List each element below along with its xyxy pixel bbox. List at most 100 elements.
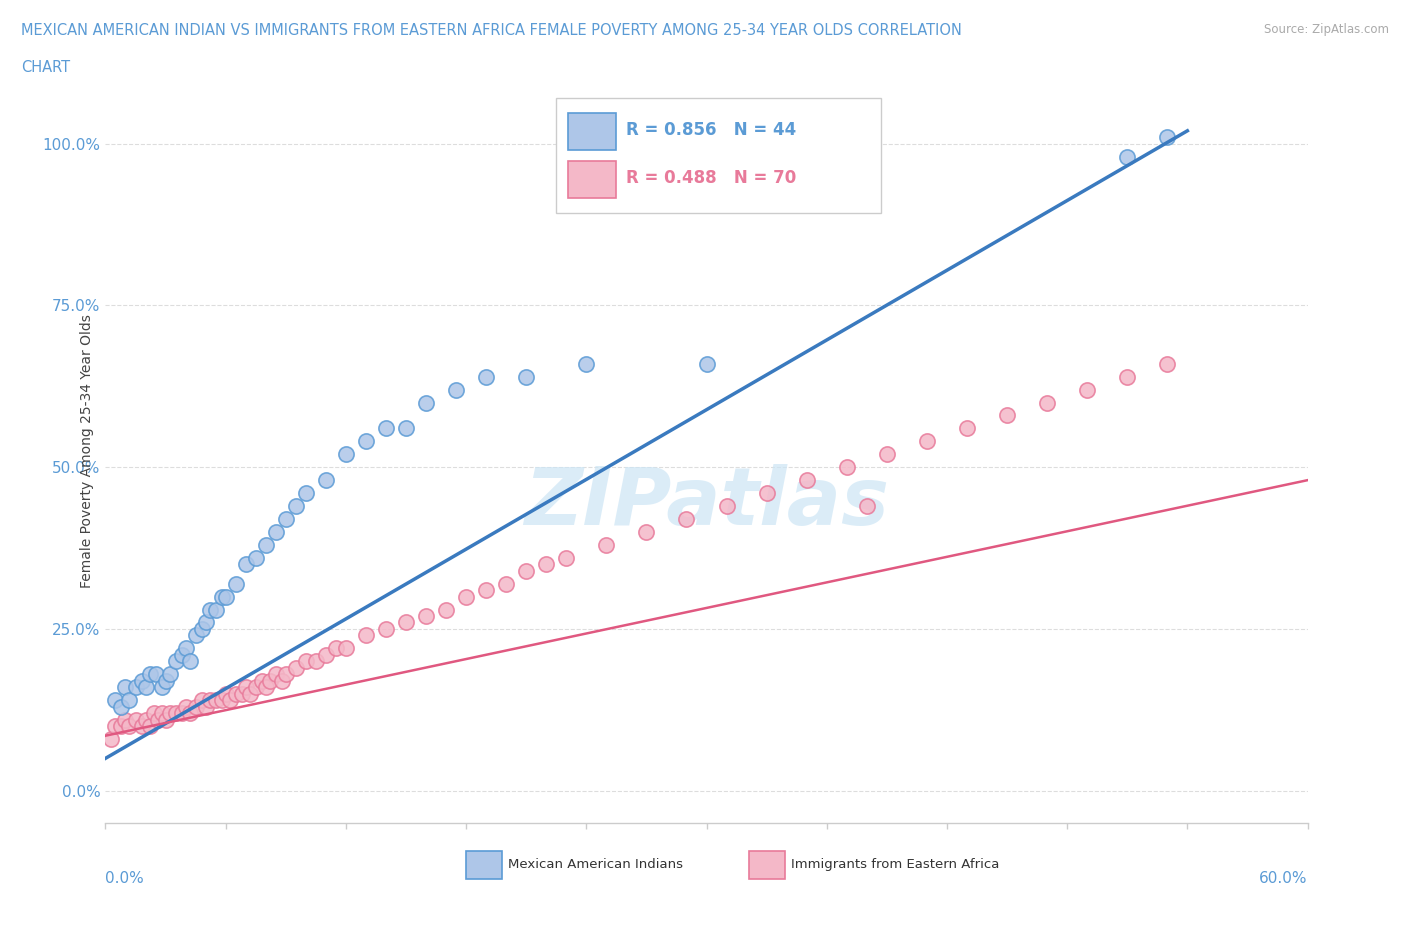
Text: Mexican American Indians: Mexican American Indians	[508, 858, 683, 871]
Point	[245, 680, 267, 695]
Point	[264, 667, 287, 682]
Point	[250, 673, 273, 688]
Point	[325, 641, 347, 656]
Point	[179, 654, 201, 669]
Point	[1156, 130, 1178, 145]
Point	[231, 686, 253, 701]
Point	[335, 446, 357, 461]
Point	[354, 628, 377, 643]
Point	[716, 498, 738, 513]
Point	[165, 706, 187, 721]
Point	[755, 485, 778, 500]
Point	[159, 667, 181, 682]
Point	[835, 459, 858, 474]
Point	[264, 525, 287, 539]
Point	[855, 498, 877, 513]
Point	[235, 557, 257, 572]
Point	[796, 472, 818, 487]
Point	[575, 356, 598, 371]
Point	[118, 719, 141, 734]
Text: Immigrants from Eastern Africa: Immigrants from Eastern Africa	[790, 858, 1000, 871]
Point	[145, 667, 167, 682]
Point	[165, 654, 187, 669]
Point	[174, 641, 197, 656]
Point	[225, 577, 247, 591]
Point	[475, 369, 498, 384]
Point	[454, 590, 477, 604]
Point	[915, 434, 938, 449]
Point	[100, 732, 122, 747]
Point	[142, 706, 165, 721]
Point	[475, 583, 498, 598]
Text: R = 0.488   N = 70: R = 0.488 N = 70	[626, 169, 796, 187]
Point	[190, 621, 212, 636]
Point	[444, 382, 467, 397]
Point	[555, 551, 578, 565]
Point	[135, 712, 157, 727]
Point	[211, 693, 233, 708]
Point	[104, 693, 127, 708]
Point	[1116, 149, 1139, 164]
Point	[214, 686, 236, 701]
Point	[194, 615, 217, 630]
Point	[204, 602, 226, 617]
Point	[295, 485, 318, 500]
Point	[315, 472, 337, 487]
Point	[696, 356, 718, 371]
Point	[190, 693, 212, 708]
Text: 60.0%: 60.0%	[1260, 871, 1308, 886]
Point	[198, 602, 221, 617]
Point	[284, 498, 307, 513]
Point	[218, 693, 240, 708]
Point	[374, 621, 398, 636]
Point	[374, 421, 398, 436]
Point	[174, 699, 197, 714]
Point	[114, 680, 136, 695]
Point	[131, 719, 153, 734]
Point	[118, 693, 141, 708]
Bar	[748, 851, 785, 879]
Point	[1116, 369, 1139, 384]
Point	[254, 680, 277, 695]
Point	[434, 602, 457, 617]
Point	[225, 686, 247, 701]
Point	[1036, 395, 1059, 410]
Point	[495, 577, 517, 591]
Point	[138, 667, 160, 682]
Point	[159, 706, 181, 721]
Point	[315, 647, 337, 662]
Point	[150, 706, 173, 721]
Point	[274, 512, 297, 526]
Point	[179, 706, 201, 721]
Point	[155, 712, 177, 727]
Point	[135, 680, 157, 695]
Point	[214, 590, 236, 604]
Point	[534, 557, 557, 572]
Point	[194, 699, 217, 714]
Point	[395, 421, 418, 436]
Point	[515, 564, 537, 578]
Bar	[568, 113, 616, 150]
Point	[170, 647, 193, 662]
Bar	[465, 851, 502, 879]
Point	[636, 525, 658, 539]
Point	[138, 719, 160, 734]
Text: R = 0.856   N = 44: R = 0.856 N = 44	[626, 121, 796, 139]
Y-axis label: Female Poverty Among 25-34 Year Olds: Female Poverty Among 25-34 Year Olds	[80, 314, 94, 588]
Point	[184, 699, 207, 714]
Point	[675, 512, 697, 526]
Point	[335, 641, 357, 656]
Text: ZIPatlas: ZIPatlas	[524, 464, 889, 542]
Point	[270, 673, 292, 688]
Point	[170, 706, 193, 721]
Text: CHART: CHART	[21, 60, 70, 75]
Point	[274, 667, 297, 682]
Point	[131, 673, 153, 688]
Point	[354, 434, 377, 449]
Text: 0.0%: 0.0%	[105, 871, 145, 886]
Bar	[568, 161, 616, 198]
Point	[235, 680, 257, 695]
Point	[1076, 382, 1098, 397]
Point	[956, 421, 979, 436]
Point	[114, 712, 136, 727]
